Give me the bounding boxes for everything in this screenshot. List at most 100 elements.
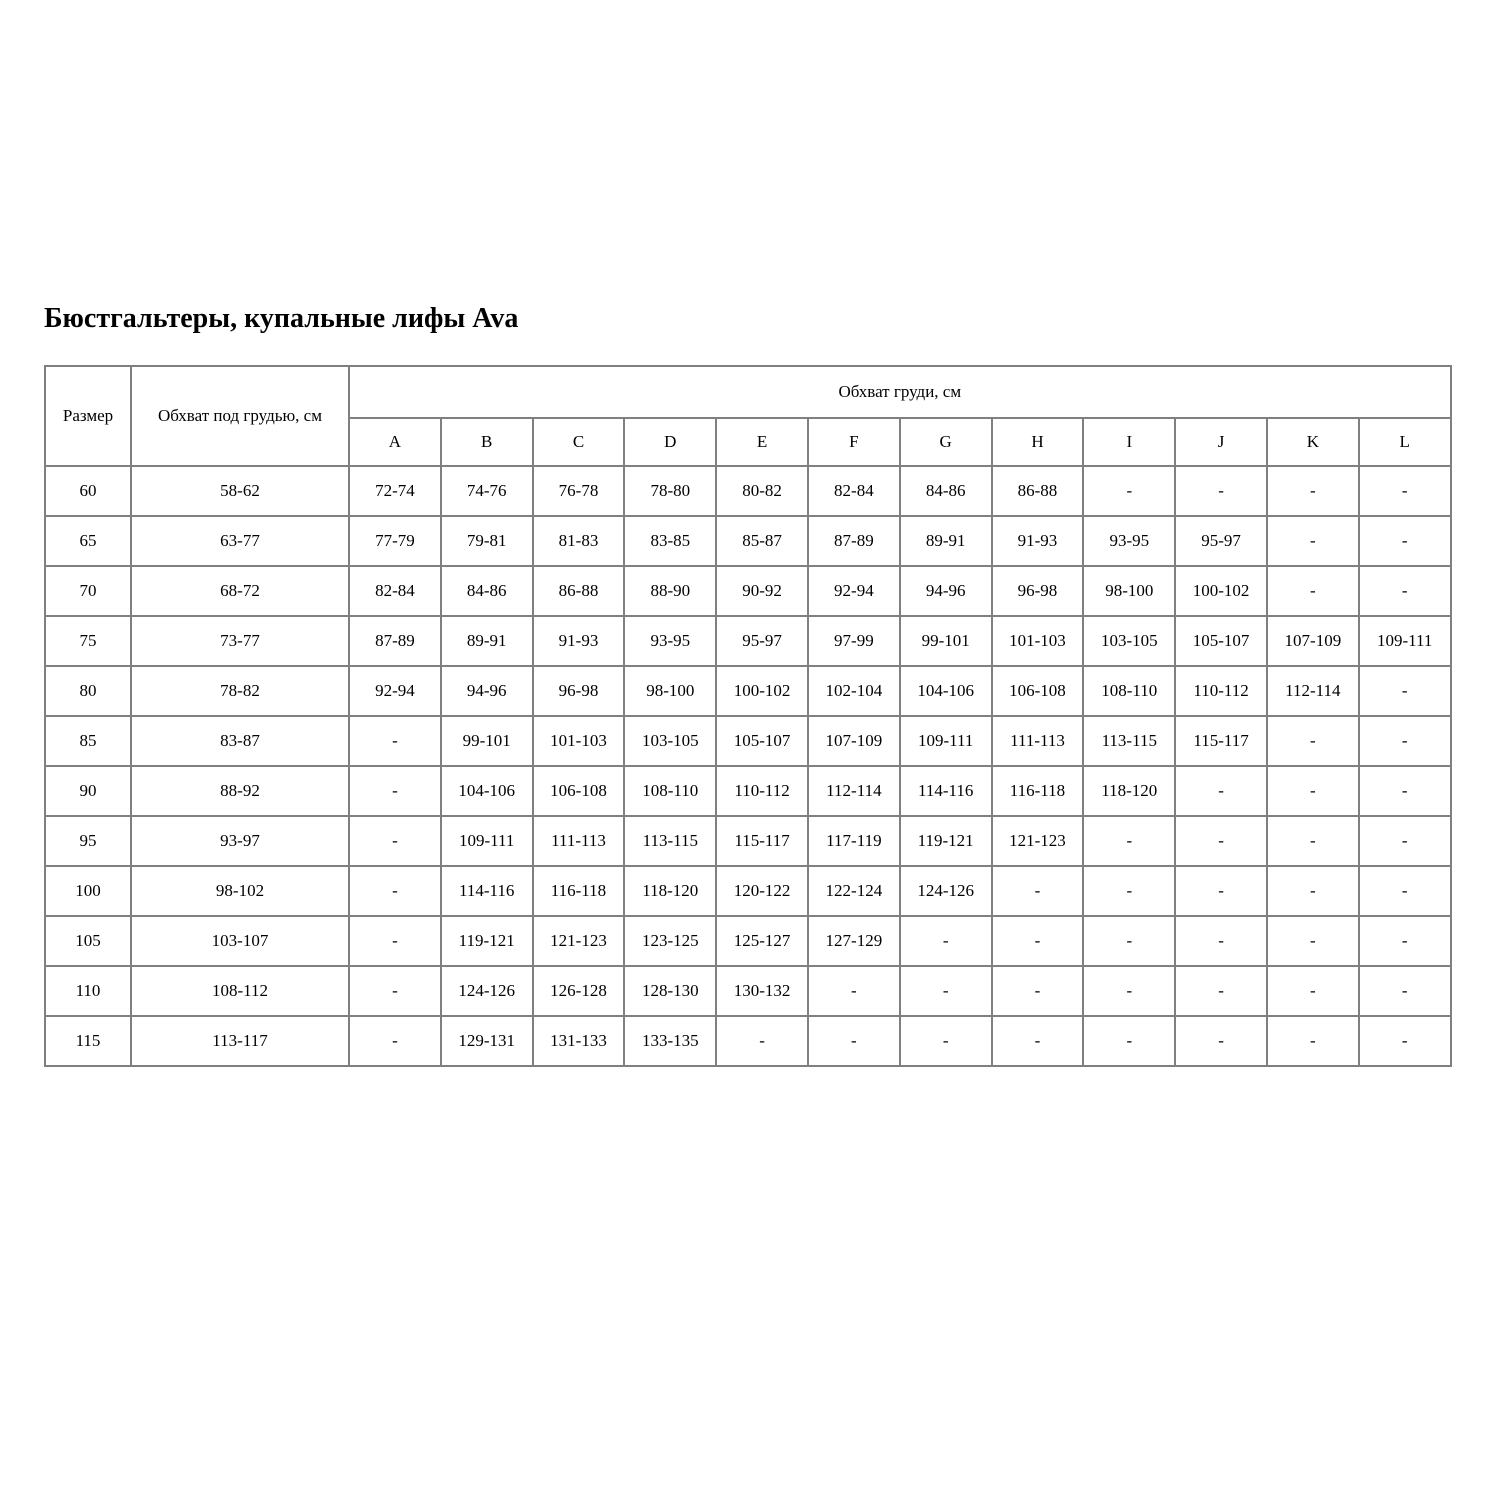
cup-range-cell: 99-101 — [898, 615, 993, 667]
cup-range-cell: 85-87 — [715, 515, 809, 567]
cup-range-cell: - — [990, 915, 1085, 967]
cup-range-cell: - — [1357, 1015, 1452, 1067]
cup-range-cell: - — [1082, 965, 1177, 1017]
cup-range-cell: - — [1082, 865, 1177, 917]
cup-range-cell: 127-129 — [806, 915, 901, 967]
cup-range-cell: - — [1357, 715, 1452, 767]
cup-range-cell: 124-126 — [898, 865, 993, 917]
table-row: 85 83-87-99-101 101-103 103-105 105-107 107-1… — [44, 715, 1452, 767]
cup-range-cell: 119-121 — [898, 815, 993, 867]
cup-range-cell: - — [348, 865, 442, 917]
cup-range-cell: 123-125 — [623, 915, 718, 967]
table-row: 115 113-117-129-131 131-133 133-135- - - - - - - - — [44, 1015, 1452, 1067]
cup-range-cell: 77-79 — [348, 515, 442, 567]
cup-range-cell: 113-115 — [623, 815, 718, 867]
cup-range-cell: 115-117 — [715, 815, 809, 867]
page-title: Бюстгальтеры, купальные лифы Ava — [44, 303, 519, 334]
cup-range-cell: 118-120 — [1082, 765, 1177, 817]
cup-column-header: G — [898, 417, 993, 467]
cup-range-cell: - — [898, 965, 993, 1017]
table-row: 90 88-92-104-106 106-108 108-110 110-112 112-… — [44, 765, 1452, 817]
cup-column-header: E — [715, 417, 809, 467]
cup-column-header: L — [1357, 417, 1452, 467]
underbust-cell: 73-77 — [130, 615, 350, 667]
cup-range-cell: 110-112 — [715, 765, 809, 817]
cup-range-cell: - — [1082, 465, 1177, 517]
cup-range-cell: - — [1265, 865, 1360, 917]
cup-range-cell: 92-94 — [348, 665, 442, 717]
cup-range-cell: 115-117 — [1174, 715, 1268, 767]
cup-column-header: D — [623, 417, 718, 467]
cup-range-cell: - — [1357, 915, 1452, 967]
cup-range-cell: - — [1082, 915, 1177, 967]
cup-range-cell: 96-98 — [990, 565, 1085, 617]
size-chart-table: Размер Обхват под грудью, см Обхват груд… — [44, 365, 1452, 1067]
cup-range-cell: 117-119 — [806, 815, 901, 867]
underbust-cell: 78-82 — [130, 665, 350, 717]
cup-range-cell: 118-120 — [623, 865, 718, 917]
cup-range-cell: - — [348, 715, 442, 767]
size-cell: 60 — [44, 465, 132, 517]
table-row: 95 93-97 - 109-111 111-113 113-115 115-117 117-… — [44, 815, 1452, 867]
cup-range-cell: - — [1357, 665, 1452, 717]
cup-range-cell: 109-111 — [439, 815, 534, 867]
cup-range-cell: 95-97 — [715, 615, 809, 667]
cup-range-cell: 86-88 — [531, 565, 626, 617]
cup-range-cell: 108-110 — [1082, 665, 1177, 717]
cup-range-cell: - — [1357, 965, 1452, 1017]
cup-range-cell: 91-93 — [990, 515, 1085, 567]
underbust-cell: 98-102 — [130, 865, 350, 917]
cup-range-cell: - — [1357, 815, 1452, 867]
table-row: 80 78-82 92-94 94-96 96-98 98-100 100-102 102-1… — [44, 665, 1452, 717]
cup-range-cell: - — [348, 1015, 442, 1067]
cup-range-cell: 74-76 — [439, 465, 534, 517]
cup-range-cell: 87-89 — [348, 615, 442, 667]
bust-group-header: Обхват груди, см — [348, 365, 1452, 419]
size-cell: 65 — [44, 515, 132, 567]
cup-column-header: I — [1082, 417, 1177, 467]
underbust-cell: 103-107 — [130, 915, 350, 967]
table-row: 65 63-77 77-79 79-81 81-83 83-85 85-87 87-89 89-… — [44, 515, 1452, 567]
cup-range-cell: 101-103 — [990, 615, 1085, 667]
underbust-cell: 83-87 — [130, 715, 350, 767]
cup-range-cell: - — [1265, 765, 1360, 817]
cup-range-cell: 95-97 — [1174, 515, 1268, 567]
cup-range-cell: 126-128 — [531, 965, 626, 1017]
cup-range-cell: 109-111 — [1357, 615, 1452, 667]
cup-range-cell: 98-100 — [1082, 565, 1177, 617]
cup-range-cell: - — [1174, 765, 1268, 817]
underbust-column-header: Обхват под грудью, см — [130, 365, 350, 467]
cup-range-cell: 108-110 — [623, 765, 718, 817]
cup-range-cell: 116-118 — [531, 865, 626, 917]
table-body: 60 58-62 72-74 74-76 76-78 78-80 80-82 82-84 84-… — [44, 465, 1452, 1067]
underbust-cell: 108-112 — [130, 965, 350, 1017]
cup-range-cell: 84-86 — [439, 565, 534, 617]
cup-range-cell: - — [898, 915, 993, 967]
cup-range-cell: - — [1174, 865, 1268, 917]
cup-range-cell: 84-86 — [898, 465, 993, 517]
cup-range-cell: 89-91 — [898, 515, 993, 567]
cup-range-cell: 91-93 — [531, 615, 626, 667]
underbust-cell: 93-97 — [130, 815, 350, 867]
cup-range-cell: - — [348, 915, 442, 967]
cup-range-cell: - — [1265, 715, 1360, 767]
cup-column-header: J — [1174, 417, 1268, 467]
cup-range-cell: 131-133 — [531, 1015, 626, 1067]
cup-range-cell: - — [1265, 915, 1360, 967]
cup-range-cell: - — [806, 965, 901, 1017]
cup-range-cell: 97-99 — [806, 615, 901, 667]
cup-range-cell: 129-131 — [439, 1015, 534, 1067]
cup-column-header: H — [990, 417, 1085, 467]
cup-range-cell: 90-92 — [715, 565, 809, 617]
cup-range-cell: - — [1082, 815, 1177, 867]
cup-range-cell: 81-83 — [531, 515, 626, 567]
cup-column-header: F — [806, 417, 901, 467]
header-row-top: Размер Обхват под грудью, см Обхват груд… — [44, 365, 1452, 467]
size-cell: 95 — [44, 815, 132, 867]
cup-range-cell: 121-123 — [990, 815, 1085, 867]
cup-range-cell: 88-90 — [623, 565, 718, 617]
cup-range-cell: 111-113 — [531, 815, 626, 867]
cup-range-cell: 103-105 — [1082, 615, 1177, 667]
